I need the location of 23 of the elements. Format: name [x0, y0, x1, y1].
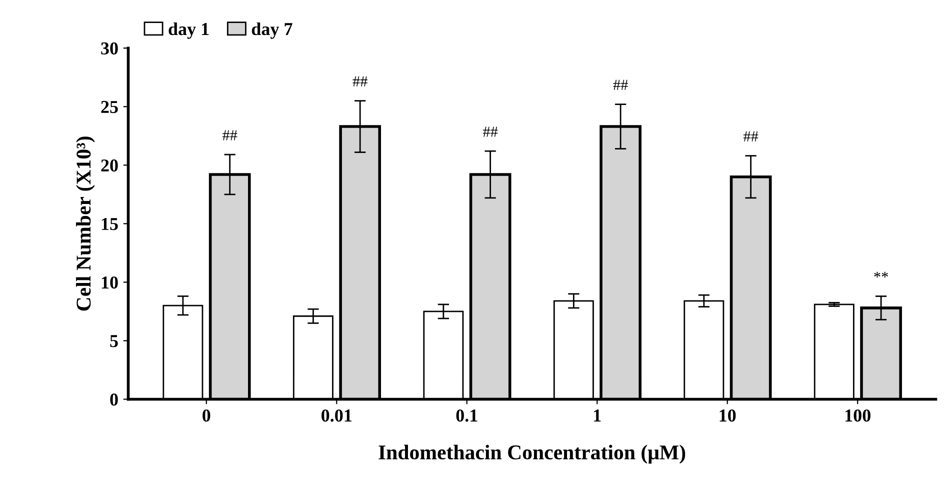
y-tick-label: 20 — [101, 159, 118, 172]
x-tick-label: 10 — [720, 409, 736, 422]
annotation: ## — [352, 76, 368, 86]
x-tick-label: 1 — [594, 410, 601, 422]
y-tick-label: 10 — [102, 276, 118, 289]
x-axis-title: Indomethacin Concentration (μM) — [378, 444, 686, 464]
annotation: ** — [874, 272, 888, 278]
x-tick-label: 0 — [202, 409, 210, 422]
legend-label: day 1 — [168, 22, 209, 39]
x-tick-label: 100 — [846, 409, 870, 422]
y-tick-label: 15 — [102, 218, 118, 230]
legend-label: day 7 — [252, 22, 292, 39]
annotation: ## — [222, 130, 238, 140]
y-tick-label: 25 — [101, 100, 118, 114]
annotation: ## — [743, 131, 758, 142]
annotation: ## — [613, 80, 628, 90]
y-tick-label: 0 — [110, 393, 118, 406]
y-axis-title: Cell Number (X10³) — [76, 136, 95, 311]
x-tick-label: 0.01 — [322, 409, 352, 422]
annotation: ## — [482, 126, 498, 137]
y-tick-label: 30 — [101, 42, 118, 55]
x-tick-label: 0.1 — [456, 409, 478, 422]
y-tick-label: 5 — [110, 335, 118, 348]
